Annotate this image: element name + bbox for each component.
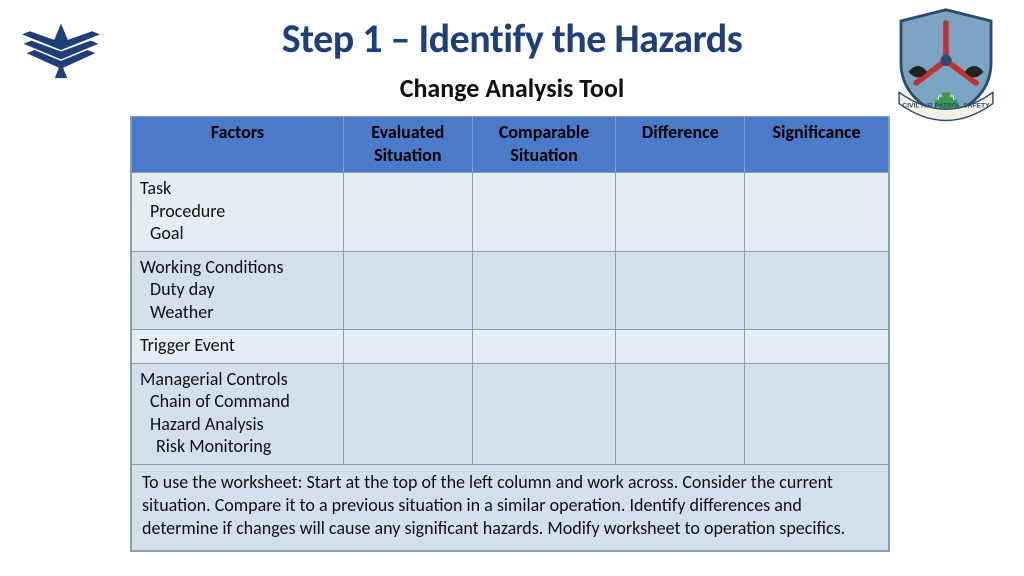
factor-cell: TaskProcedureGoal	[132, 173, 344, 252]
data-cell	[745, 173, 889, 252]
data-cell	[472, 363, 616, 464]
data-cell	[745, 363, 889, 464]
factor-cell: Managerial ControlsChain of CommandHazar…	[132, 363, 344, 464]
slide-subtitle: Change Analysis Tool	[0, 72, 1024, 104]
data-cell	[343, 173, 472, 252]
data-cell	[616, 251, 745, 330]
factor-sub: Weather	[140, 301, 335, 324]
factor-cell: Trigger Event	[132, 330, 344, 364]
data-cell	[616, 330, 745, 364]
table-footer-instructions: To use the worksheet: Start at the top o…	[132, 464, 889, 550]
factor-sub: Risk Monitoring	[140, 435, 335, 458]
table-row: Managerial ControlsChain of CommandHazar…	[132, 363, 889, 464]
data-cell	[472, 173, 616, 252]
col-evaluated: Evaluated Situation	[343, 117, 472, 173]
col-significance: Significance	[745, 117, 889, 173]
factor-sub: Hazard Analysis	[140, 413, 335, 436]
data-cell	[472, 251, 616, 330]
slide-title: Step 1 – Identify the Hazards	[0, 14, 1024, 63]
data-cell	[343, 363, 472, 464]
factor-main: Working Conditions	[140, 256, 335, 279]
factor-sub: Goal	[140, 222, 335, 245]
table-row: Working ConditionsDuty dayWeather	[132, 251, 889, 330]
data-cell	[343, 330, 472, 364]
data-cell	[745, 330, 889, 364]
factor-sub: Duty day	[140, 278, 335, 301]
factor-main: Trigger Event	[140, 334, 335, 357]
col-difference: Difference	[616, 117, 745, 173]
factor-sub: Procedure	[140, 200, 335, 223]
data-cell	[472, 330, 616, 364]
table-row: TaskProcedureGoal	[132, 173, 889, 252]
data-cell	[343, 251, 472, 330]
col-factors: Factors	[132, 117, 344, 173]
data-cell	[745, 251, 889, 330]
table-row: Trigger Event	[132, 330, 889, 364]
change-analysis-table: Factors Evaluated Situation Comparable S…	[130, 116, 890, 552]
table-header-row: Factors Evaluated Situation Comparable S…	[132, 117, 889, 173]
factor-main: Managerial Controls	[140, 368, 335, 391]
factor-sub: Chain of Command	[140, 390, 335, 413]
data-cell	[616, 363, 745, 464]
factor-main: Task	[140, 177, 335, 200]
data-cell	[616, 173, 745, 252]
col-comparable: Comparable Situation	[472, 117, 616, 173]
factor-cell: Working ConditionsDuty dayWeather	[132, 251, 344, 330]
